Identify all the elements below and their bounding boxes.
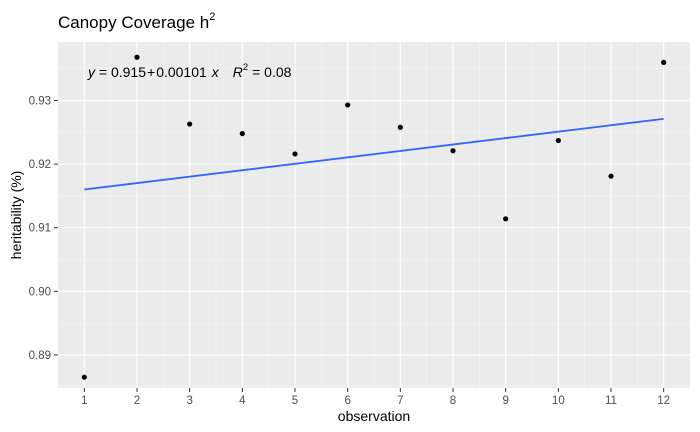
y-axis-title: heritability (%)	[8, 171, 24, 260]
y-tick-label: 0.89	[29, 350, 51, 362]
x-tick-label: 11	[605, 395, 617, 407]
x-tick-label: 8	[450, 395, 456, 407]
data-point	[555, 137, 561, 144]
data-points	[81, 54, 667, 380]
x-tick-label: 5	[292, 395, 298, 407]
trend-line-group	[84, 117, 664, 191]
x-tick-label: 12	[657, 395, 670, 407]
y-tick-label: 0.91	[29, 223, 51, 235]
data-point	[450, 148, 456, 154]
data-point	[81, 374, 87, 380]
y-tick-label: 0.93	[29, 96, 51, 108]
x-tick-label: 4	[239, 395, 246, 407]
x-tick-label: 1	[81, 395, 87, 407]
data-point	[187, 121, 193, 127]
chart-title-superscript: 2	[209, 11, 215, 23]
x-tick-label: 9	[502, 395, 508, 407]
regression-equation: y = 0.915+0.00101 x R2 = 0.08	[87, 62, 292, 80]
data-point	[345, 102, 351, 108]
y-tick-label: 0.90	[29, 286, 51, 298]
major-gridlines	[58, 42, 690, 388]
trend-line	[84, 117, 664, 191]
data-point	[239, 130, 245, 137]
x-tick-label: 7	[397, 395, 403, 407]
y-tick-label: 0.92	[29, 159, 51, 171]
x-tick-label: 3	[186, 395, 192, 407]
x-tick-label: 2	[134, 395, 140, 407]
data-point	[134, 54, 140, 60]
x-tick-label: 6	[344, 395, 350, 407]
minor-gridlines	[58, 42, 690, 388]
data-point	[608, 173, 614, 179]
data-point	[397, 124, 403, 130]
x-axis-title: observation	[338, 408, 410, 424]
x-tick-label: 10	[552, 395, 565, 407]
x-axis-ticks: 1 2 3 4 5 6 7 8 9 10 11 12	[81, 388, 670, 407]
data-point	[661, 59, 667, 65]
data-point	[503, 216, 509, 222]
y-axis-ticks: 0.89 0.90 0.91 0.92 0.93	[29, 96, 58, 362]
data-point	[292, 151, 298, 157]
chart-title: Canopy Coverage h2	[58, 11, 215, 32]
